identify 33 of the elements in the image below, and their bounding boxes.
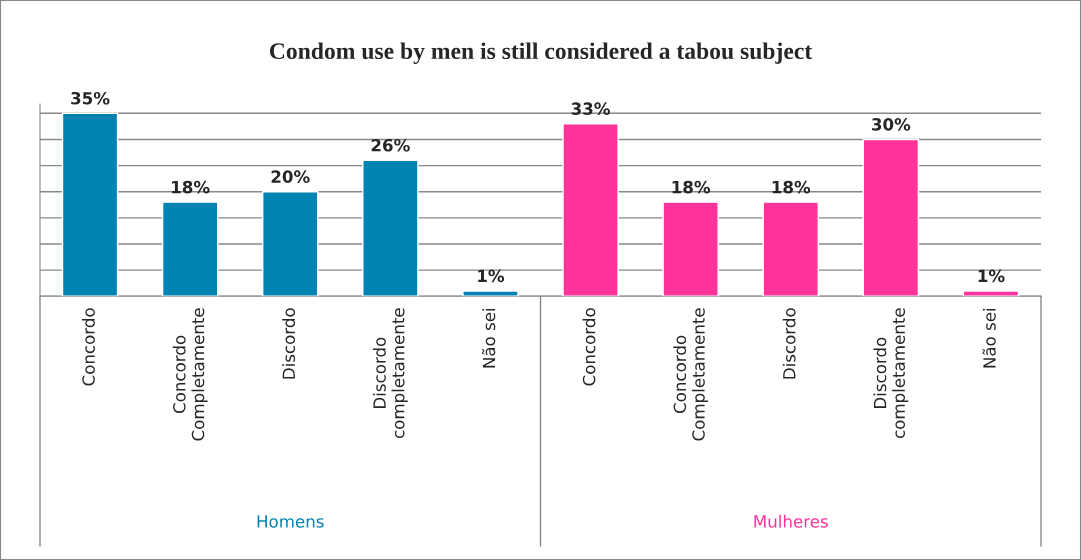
x-tick-label: Concordo Completamente <box>673 308 709 441</box>
bar <box>562 123 619 297</box>
bar <box>161 201 219 297</box>
x-tick-label: Concordo <box>81 308 95 386</box>
x-tick-label: Discordo <box>782 308 796 379</box>
bar <box>262 191 319 297</box>
bar <box>662 201 719 297</box>
bar <box>61 112 119 297</box>
x-tick-label: Concordo <box>582 308 596 386</box>
bar <box>362 159 419 297</box>
data-label: 26% <box>371 138 410 152</box>
data-label: 18% <box>172 180 210 194</box>
data-label: 18% <box>672 180 711 194</box>
x-tick-label: Concordo Completamente <box>172 308 208 441</box>
data-label: 20% <box>271 170 310 183</box>
x-tick-label: Não sei <box>482 308 496 368</box>
data-label: 18% <box>772 180 811 194</box>
data-label: 30% <box>872 118 911 131</box>
x-tick-label: Discordo <box>282 308 296 379</box>
data-label: 1% <box>978 269 1005 283</box>
bar <box>462 290 519 297</box>
x-tick-label: Discordo completamente <box>873 308 909 439</box>
x-tick-label: Discordo completamente <box>372 308 408 439</box>
data-label: 35% <box>71 91 110 105</box>
data-label: 1% <box>478 269 505 283</box>
text: Mulheres <box>754 514 828 528</box>
bar <box>862 138 920 297</box>
bar <box>762 201 819 297</box>
x-tick-label: Não sei <box>982 308 996 368</box>
chart-title: Condom use by men is still considered a tabou subject <box>269 42 813 64</box>
bar <box>962 290 1020 297</box>
data-label: 33% <box>571 102 610 115</box>
text: Homens <box>257 515 324 528</box>
